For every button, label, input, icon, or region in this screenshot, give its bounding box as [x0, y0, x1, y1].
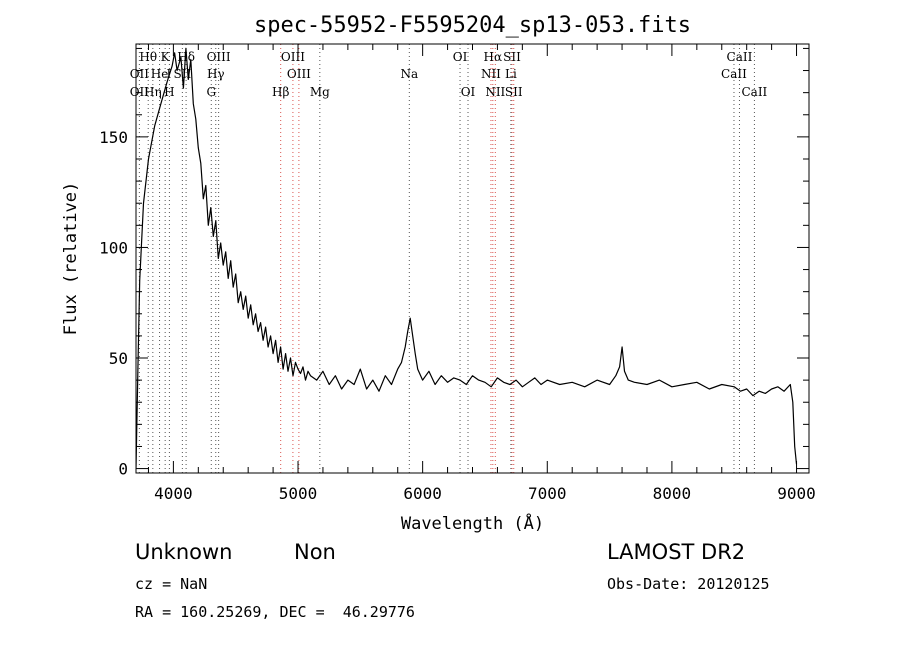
line-label-8: CaII — [727, 50, 753, 64]
line-label-21: H — [164, 85, 174, 99]
subclass-label: Non — [294, 540, 336, 564]
line-label-14: OIII — [287, 67, 311, 81]
spectrum-series-0 — [136, 47, 798, 469]
line-label-26: NII — [485, 85, 505, 99]
chart-title: spec-55952-F5595204_sp13-053.fits — [254, 13, 691, 38]
line-label-4: OIII — [281, 50, 305, 64]
x-tick-label-5: 9000 — [777, 484, 816, 503]
x-tick-label-2: 6000 — [403, 484, 442, 503]
line-label-25: OI — [461, 85, 476, 99]
y-tick-label-0: 0 — [118, 460, 128, 479]
line-label-20: Hη — [144, 85, 162, 99]
line-label-23: Hβ — [272, 85, 289, 99]
line-label-27: SII — [505, 85, 523, 99]
plot-frame — [135, 43, 810, 474]
y-tick-label-1: 50 — [109, 349, 128, 368]
y-axis-label: Flux (relative) — [61, 182, 81, 336]
line-label-5: OI — [453, 50, 468, 64]
line-label-13: Hγ — [207, 67, 225, 81]
line-label-9: OII — [130, 67, 150, 81]
line-label-22: G — [206, 85, 216, 99]
line-label-6: Hα — [484, 50, 503, 64]
cz-label: cz = NaN — [135, 575, 208, 593]
line-label-16: NII — [481, 67, 501, 81]
y-tick-label-2: 100 — [99, 238, 128, 257]
y-tick-label-3: 150 — [99, 128, 128, 147]
line-label-15: Na — [400, 67, 418, 81]
x-axis-label: Wavelength (Å) — [401, 512, 544, 534]
x-tick-label-1: 5000 — [279, 484, 318, 503]
line-label-1: K — [161, 50, 171, 64]
line-label-28: CaII — [741, 85, 767, 99]
line-label-0: Hθ — [139, 50, 157, 64]
line-label-19: OII — [130, 85, 150, 99]
x-tick-label-3: 7000 — [528, 484, 567, 503]
line-label-3: OIII — [207, 50, 231, 64]
survey-label: LAMOST DR2 — [607, 540, 746, 564]
line-label-17: Li — [505, 67, 517, 81]
line-label-7: SII — [503, 50, 521, 64]
line-label-18: CaII — [721, 67, 747, 81]
class-label: Unknown — [135, 540, 233, 564]
line-label-10: He — [151, 67, 169, 81]
coords-label: RA = 160.25269, DEC = 46.29776 — [135, 603, 415, 621]
obs-date-label: Obs-Date: 20120125 — [607, 575, 770, 593]
x-tick-label-0: 4000 — [154, 484, 193, 503]
line-label-24: Mg — [310, 85, 330, 99]
x-tick-label-4: 8000 — [653, 484, 692, 503]
